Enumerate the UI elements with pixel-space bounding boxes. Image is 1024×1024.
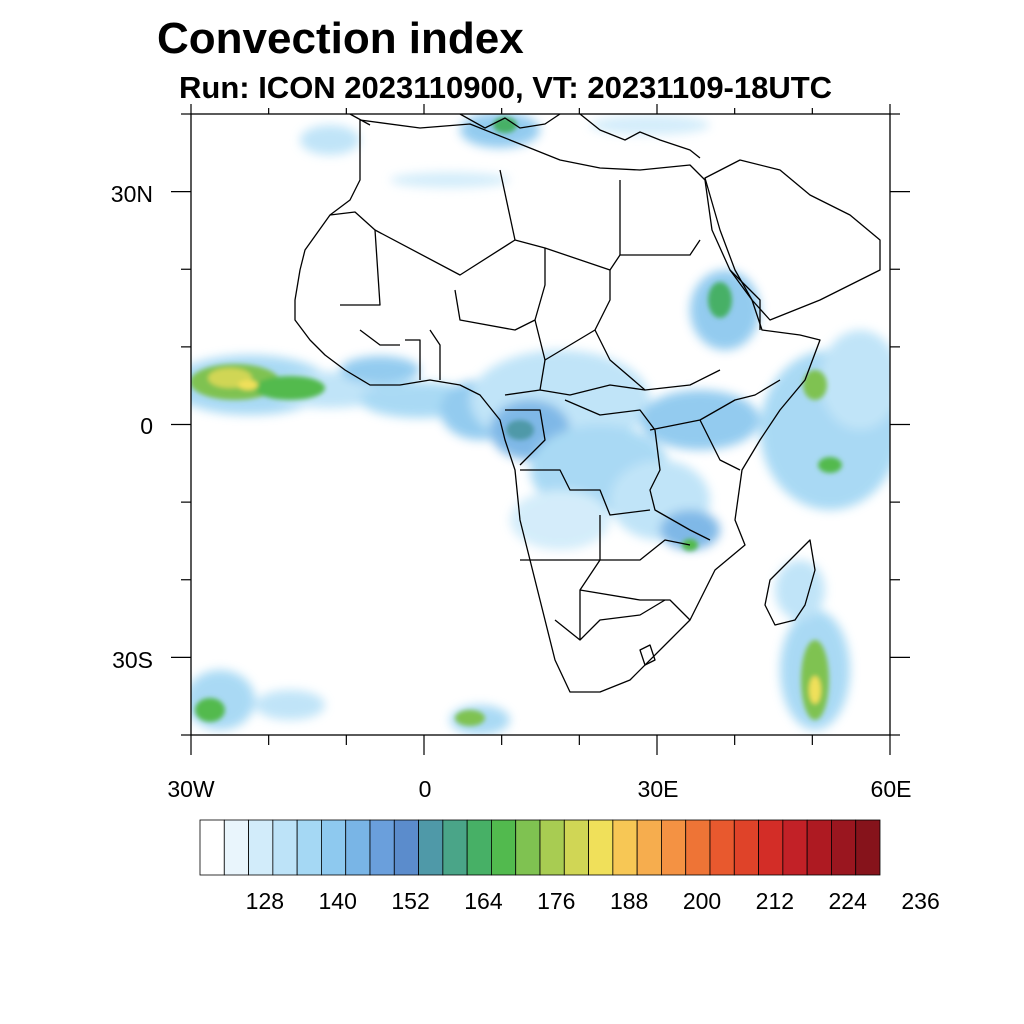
colorbar-swatch [758,819,784,876]
colorbar-swatch [442,819,468,876]
lat-label-30s: 30S [112,647,153,673]
colorbar-swatch [733,819,759,876]
axis-ticks [171,104,910,755]
colorbar-swatch [563,819,589,876]
colorbar-label: 200 [682,888,722,914]
lon-label-0: 0 [418,776,432,802]
colorbar-swatch [272,819,298,876]
colorbar-swatch [588,819,614,876]
colorbar-swatch [612,819,638,876]
colorbar-label: 164 [464,888,503,914]
colorbar-swatch [393,819,419,876]
lat-label-30n: 30N [110,181,153,207]
lon-label-30e: 30E [637,776,679,802]
colorbar-swatch [685,819,711,876]
colorbar-label: 188 [609,888,649,914]
colorbar-swatch [199,819,225,876]
map-title: Convection index [157,14,524,63]
colorbar-label: 176 [537,888,576,914]
colorbar-label: 212 [755,888,795,914]
convection-field [191,114,890,735]
colorbar-swatch [418,819,444,876]
colorbar-label: 152 [391,888,430,914]
colorbar-swatch [855,819,881,876]
colorbar-swatch [806,819,832,876]
lon-label-60e: 60E [870,776,912,802]
lat-label-0: 0 [140,413,153,439]
colorbar [199,819,881,876]
colorbar-swatch [491,819,517,876]
colorbar-label: 128 [245,888,285,914]
map-subtitle: Run: ICON 2023110900, VT: 20231109-18UTC [179,70,833,105]
colorbar-swatch [369,819,395,876]
colorbar-swatch [539,819,565,876]
colorbar-swatch [782,819,808,876]
colorbar-swatch [709,819,735,876]
colorbar-swatch [223,819,249,876]
colorbar-swatch [466,819,492,876]
colorbar-label: 140 [318,888,357,914]
lon-label-30w: 30W [167,776,215,802]
colorbar-swatch [345,819,371,876]
colorbar-swatch [296,819,322,876]
colorbar-swatch [831,819,857,876]
colorbar-swatch [515,819,541,876]
colorbar-label: 236 [901,888,940,914]
colorbar-swatch [636,819,662,876]
colorbar-swatch [661,819,687,876]
colorbar-label: 224 [828,888,867,914]
coastlines [294,114,881,693]
colorbar-swatch [321,819,347,876]
colorbar-swatch [248,819,274,876]
